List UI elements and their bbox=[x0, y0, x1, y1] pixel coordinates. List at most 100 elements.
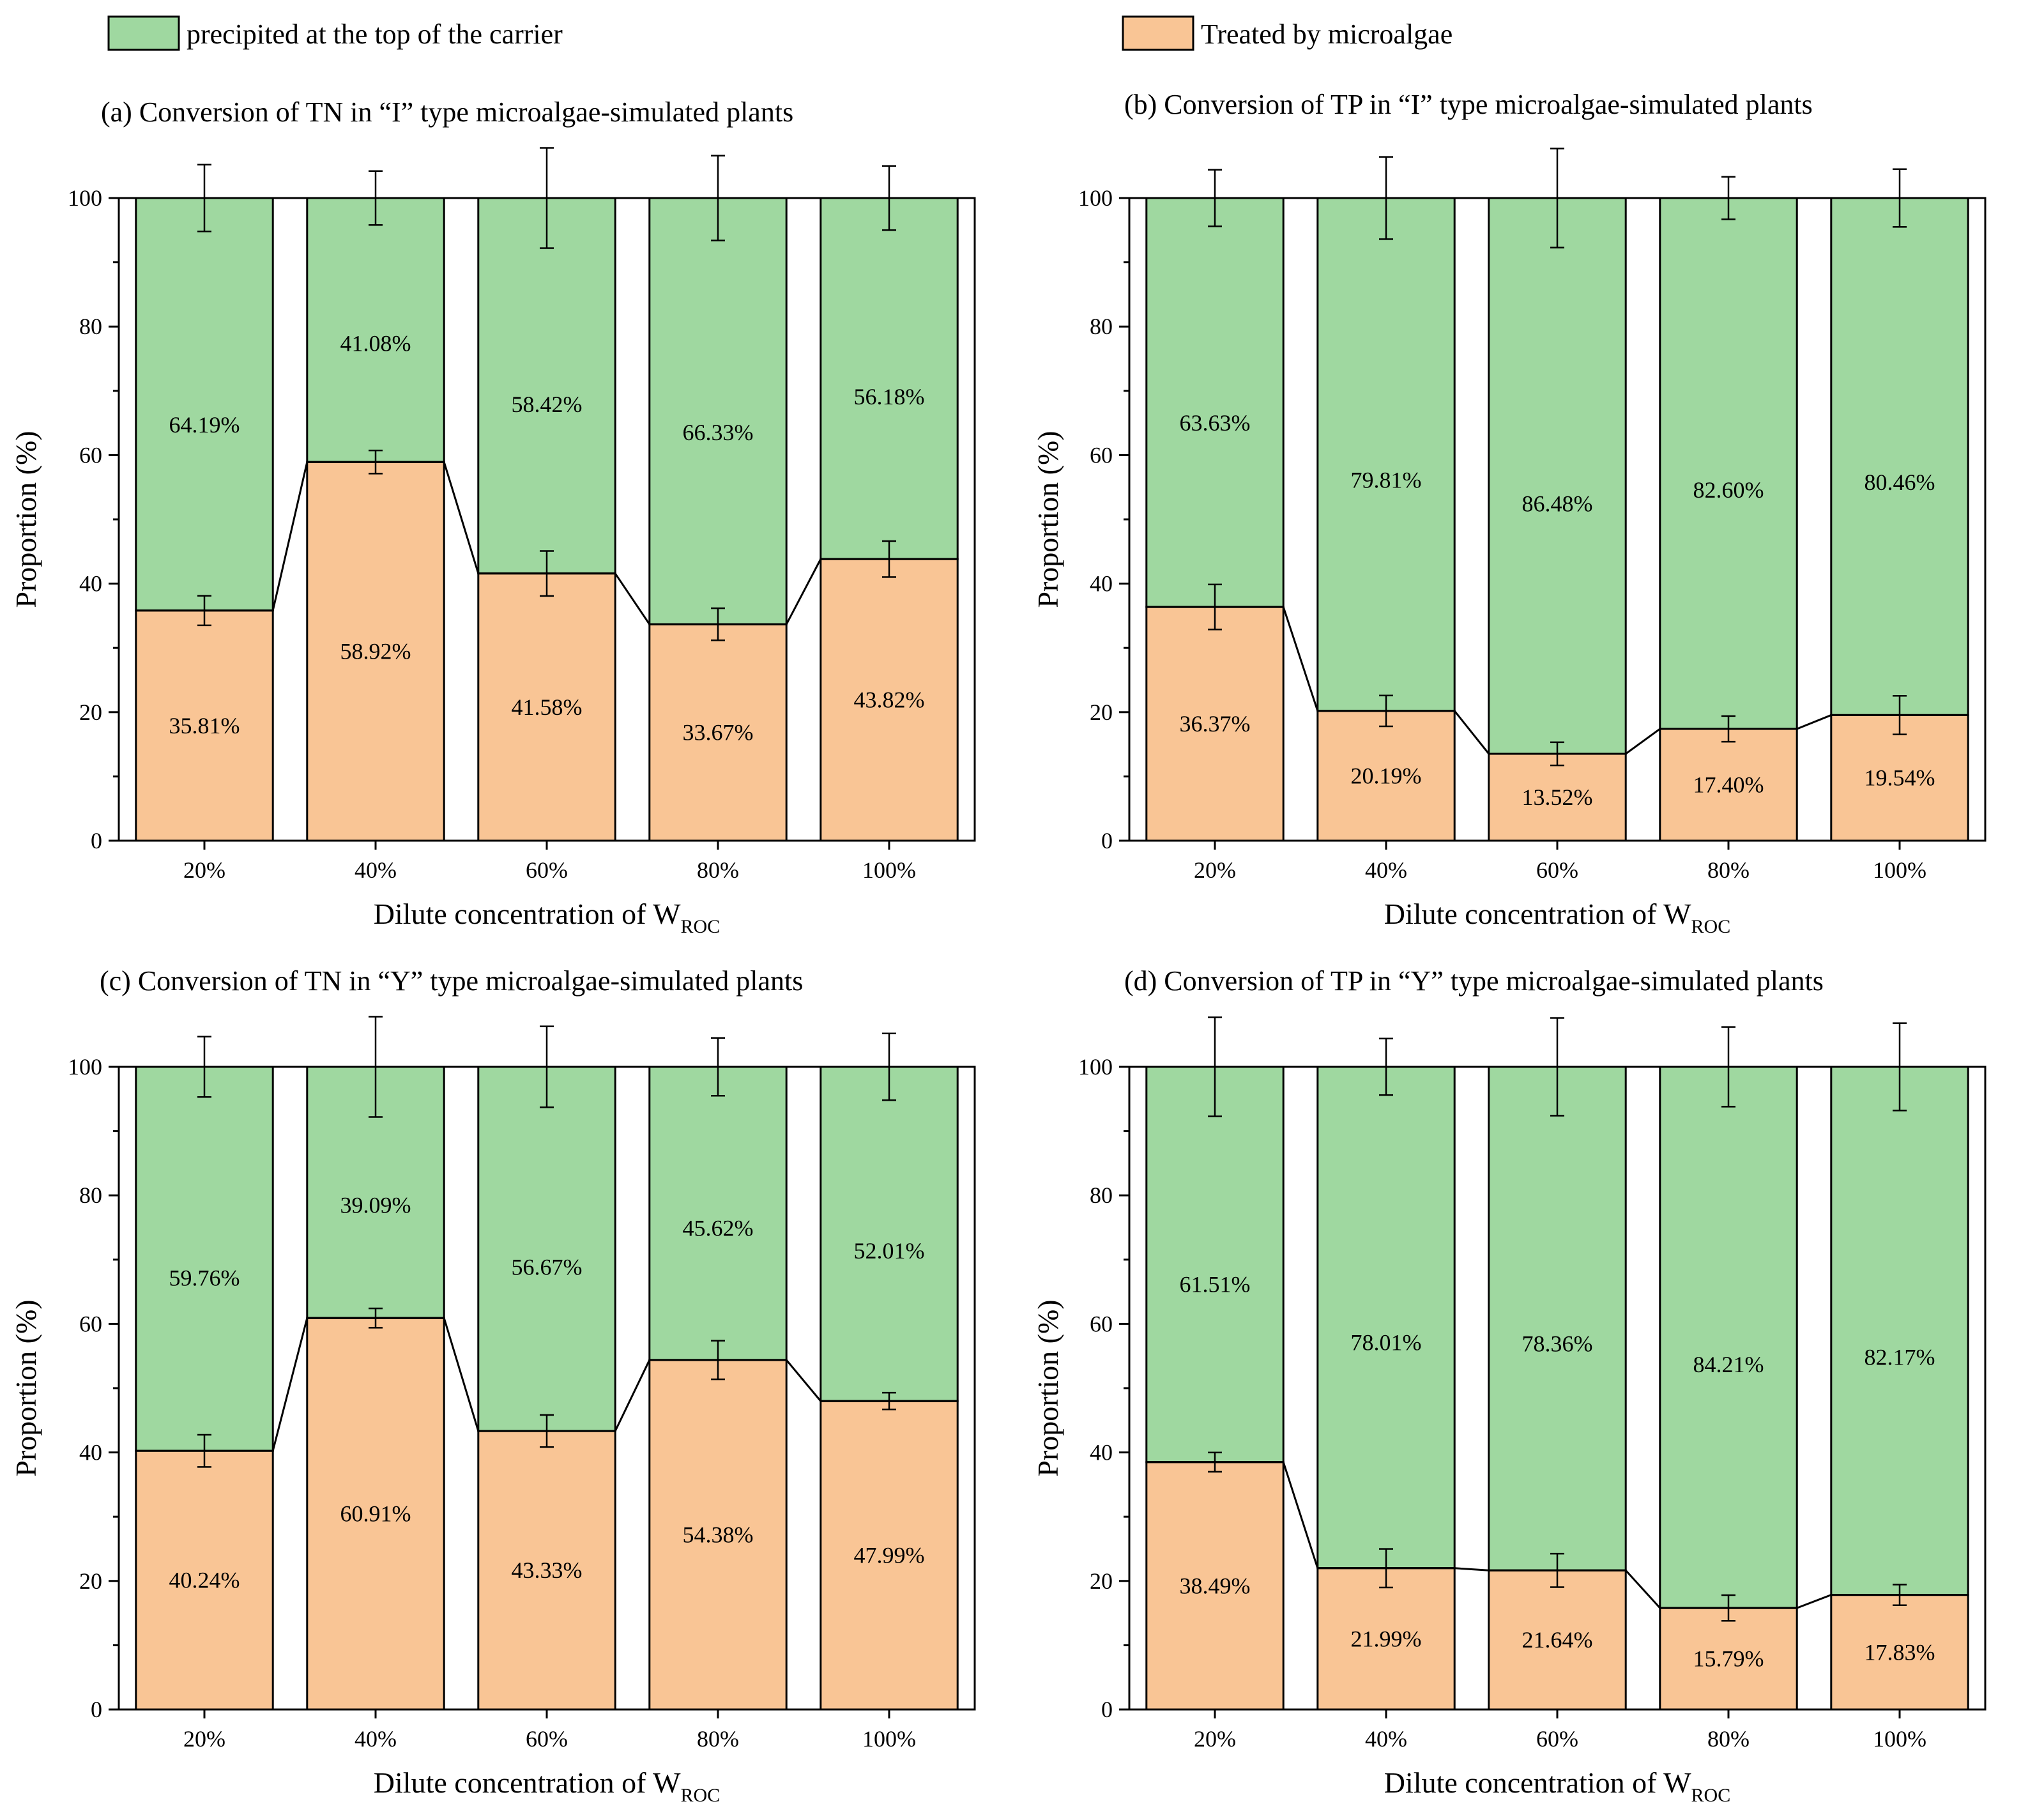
bar-treated bbox=[1830, 1594, 1969, 1711]
data-label-treated: 60.91% bbox=[340, 1501, 411, 1527]
panel-a: (a) Conversion of TN in “I” type microal… bbox=[10, 96, 976, 937]
y-axis-label: Proportion (%) bbox=[10, 1299, 42, 1476]
data-label-treated: 43.33% bbox=[512, 1557, 583, 1583]
bar-precipitated bbox=[477, 1066, 616, 1432]
y-tick-label: 80 bbox=[1090, 314, 1113, 339]
y-tick-label: 80 bbox=[79, 314, 102, 339]
bar-treated bbox=[1659, 728, 1798, 842]
data-label-precipitated: 61.51% bbox=[1180, 1271, 1251, 1297]
y-tick-label: 0 bbox=[91, 1697, 102, 1722]
x-tick-label: 100% bbox=[1873, 1726, 1926, 1752]
data-label-treated: 21.99% bbox=[1351, 1626, 1422, 1651]
data-label-precipitated: 59.76% bbox=[169, 1266, 240, 1291]
data-label-precipitated: 80.46% bbox=[1865, 470, 1935, 495]
x-tick-label: 80% bbox=[697, 857, 739, 883]
data-label-precipitated: 84.21% bbox=[1693, 1352, 1764, 1377]
data-label-treated: 36.37% bbox=[1180, 711, 1251, 737]
y-tick-label: 0 bbox=[1101, 828, 1113, 853]
legend-label-treated: Treated by microalgae bbox=[1201, 19, 1453, 50]
data-label-precipitated: 45.62% bbox=[683, 1215, 754, 1241]
y-tick-label: 40 bbox=[1090, 571, 1113, 597]
x-tick-label: 100% bbox=[1873, 857, 1926, 883]
x-tick-label: 40% bbox=[355, 1726, 397, 1752]
x-tick-label: 40% bbox=[355, 857, 397, 883]
bar-precipitated bbox=[1145, 197, 1285, 608]
bar-precipitated bbox=[306, 197, 445, 463]
y-tick-label: 80 bbox=[1090, 1182, 1113, 1208]
y-tick-label: 60 bbox=[79, 1311, 102, 1336]
x-tick-label: 100% bbox=[862, 857, 916, 883]
data-label-precipitated: 82.60% bbox=[1693, 477, 1764, 503]
x-tick-label: 20% bbox=[1194, 857, 1236, 883]
data-label-treated: 47.99% bbox=[854, 1543, 925, 1568]
bar-precipitated bbox=[648, 1066, 788, 1361]
panel-b: (b) Conversion of TP in “I” type microal… bbox=[1032, 89, 1987, 937]
data-label-precipitated: 39.09% bbox=[340, 1192, 411, 1218]
x-tick-label: 80% bbox=[1707, 1726, 1750, 1752]
data-label-treated: 58.92% bbox=[340, 639, 411, 664]
y-tick-label: 0 bbox=[1101, 1697, 1113, 1722]
data-label-treated: 15.79% bbox=[1693, 1646, 1764, 1672]
bar-precipitated bbox=[1488, 197, 1627, 755]
y-tick-label: 20 bbox=[79, 700, 102, 725]
bar-treated bbox=[1145, 606, 1285, 842]
y-tick-label: 60 bbox=[1090, 442, 1113, 468]
y-tick-label: 40 bbox=[1090, 1440, 1113, 1465]
data-label-treated: 33.67% bbox=[683, 720, 754, 746]
data-label-treated: 20.19% bbox=[1351, 763, 1422, 788]
data-label-precipitated: 56.67% bbox=[512, 1255, 583, 1280]
x-tick-label: 20% bbox=[183, 1726, 225, 1752]
y-axis-label: Proportion (%) bbox=[10, 431, 42, 608]
bar-precipitated bbox=[648, 197, 788, 625]
data-label-precipitated: 56.18% bbox=[854, 384, 925, 409]
panel-title: (b) Conversion of TP in “I” type microal… bbox=[1124, 89, 1813, 120]
bar-precipitated bbox=[477, 197, 616, 575]
y-tick-label: 20 bbox=[79, 1568, 102, 1594]
x-tick-label: 40% bbox=[1365, 1726, 1407, 1752]
y-tick-label: 40 bbox=[79, 1440, 102, 1465]
x-tick-label: 80% bbox=[1707, 857, 1750, 883]
panel-title: (a) Conversion of TN in “I” type microal… bbox=[101, 96, 793, 128]
data-label-treated: 41.58% bbox=[512, 694, 583, 720]
y-axis-label: Proportion (%) bbox=[1032, 431, 1064, 608]
bar-precipitated bbox=[1145, 1066, 1285, 1464]
x-axis-label: Dilute concentration of WROC bbox=[374, 1766, 720, 1806]
legend: precipited at the top of the carrier Tre… bbox=[107, 15, 1453, 51]
x-tick-label: 60% bbox=[1536, 857, 1578, 883]
data-label-treated: 40.24% bbox=[169, 1568, 240, 1593]
legend-swatch-precipitated bbox=[107, 15, 180, 51]
panel-title: (c) Conversion of TN in “Y” type microal… bbox=[100, 965, 803, 997]
data-label-precipitated: 64.19% bbox=[169, 412, 240, 438]
panel-d: (d) Conversion of TP in “Y” type microal… bbox=[1032, 965, 1987, 1806]
x-axis-label: Dilute concentration of WROC bbox=[374, 898, 720, 937]
data-label-precipitated: 79.81% bbox=[1351, 468, 1422, 493]
bar-treated bbox=[820, 558, 959, 842]
data-label-treated: 43.82% bbox=[854, 687, 925, 713]
data-label-precipitated: 86.48% bbox=[1522, 491, 1593, 516]
data-label-treated: 19.54% bbox=[1865, 765, 1935, 791]
data-label-precipitated: 78.01% bbox=[1351, 1330, 1422, 1356]
x-tick-label: 20% bbox=[183, 857, 225, 883]
data-label-precipitated: 63.63% bbox=[1180, 410, 1251, 436]
bar-treated bbox=[1145, 1461, 1285, 1711]
legend-swatch-treated bbox=[1122, 15, 1194, 51]
x-tick-label: 20% bbox=[1194, 1726, 1236, 1752]
y-tick-label: 80 bbox=[79, 1182, 102, 1208]
legend-label-precipitated: precipited at the top of the carrier bbox=[187, 19, 563, 50]
data-label-precipitated: 66.33% bbox=[683, 420, 754, 445]
bar-treated bbox=[306, 1317, 445, 1711]
data-label-precipitated: 41.08% bbox=[340, 330, 411, 356]
y-axis-label: Proportion (%) bbox=[1032, 1299, 1064, 1476]
bar-treated bbox=[477, 572, 616, 842]
y-tick-label: 20 bbox=[1090, 700, 1113, 725]
bar-treated bbox=[648, 623, 788, 842]
y-tick-label: 100 bbox=[68, 1054, 102, 1080]
data-label-treated: 13.52% bbox=[1522, 784, 1593, 810]
bar-precipitated bbox=[1830, 1066, 1969, 1596]
data-label-treated: 38.49% bbox=[1180, 1573, 1251, 1598]
y-tick-label: 60 bbox=[1090, 1311, 1113, 1336]
y-tick-label: 0 bbox=[91, 828, 102, 853]
bar-treated bbox=[1488, 1569, 1627, 1711]
bar-precipitated bbox=[1659, 197, 1798, 730]
